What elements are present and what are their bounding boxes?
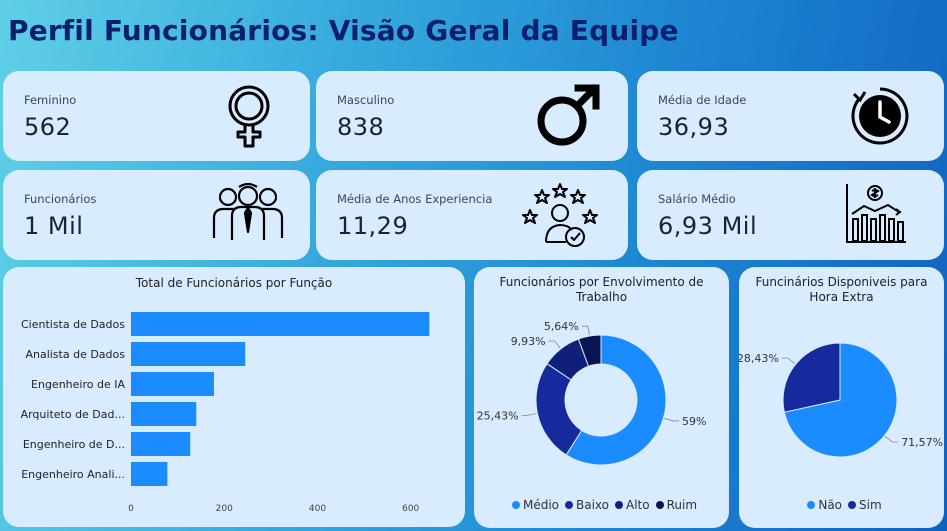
legend-dot (655, 501, 664, 509)
slice[interactable] (783, 342, 898, 458)
leader-line (781, 357, 796, 364)
clock-icon (851, 87, 909, 145)
slice-label: 71,57% (901, 436, 943, 449)
kpi-value: 1 Mil (24, 212, 84, 240)
leader-line (581, 325, 590, 336)
x-tick-label: 0 (128, 504, 134, 514)
legend-dot (615, 501, 623, 509)
legend-label[interactable]: Sim (859, 498, 882, 512)
kpi-value: 36,93 (658, 113, 730, 141)
bar-category-label: Analista de Dados (25, 348, 125, 361)
kpi-value: 838 (337, 113, 385, 141)
legend-label[interactable]: Ruim (666, 498, 698, 512)
donut-chart[interactable]: 59% 25,43% 9,93% 5,64% (474, 267, 729, 528)
bar-category-label: Engenheiro de D... (23, 438, 125, 451)
kpi-label: Média de Anos Experiencia (337, 192, 493, 206)
x-tick-label: 200 (216, 504, 233, 514)
salary-chart-icon (846, 184, 906, 243)
bar[interactable] (131, 402, 197, 426)
legend-label[interactable]: Médio (522, 498, 559, 512)
kpi-label: Masculino (337, 93, 395, 107)
slice[interactable] (565, 334, 667, 466)
legend-dot (848, 501, 857, 509)
kpi-card-funcionarios[interactable]: Funcionários 1 Mil (3, 170, 310, 260)
bar[interactable] (131, 372, 214, 396)
x-tick-label: 600 (402, 504, 419, 514)
slice[interactable] (577, 334, 602, 367)
page-title: Perfil Funcionários: Visão Geral da Equi… (8, 14, 679, 47)
kpi-card-masculino[interactable]: Masculino 838 (316, 71, 628, 161)
legend-dot (565, 501, 573, 509)
slice-label: 25,43% (477, 409, 519, 422)
panel-funcoes[interactable]: Total de Funcionários por Função Cientis… (3, 267, 465, 527)
bar-category-label: Arquiteto de Dad... (21, 408, 125, 421)
pie-chart[interactable]: 71,57% 28,43% (739, 267, 944, 528)
leader-line (521, 413, 537, 416)
legend-dot (807, 501, 816, 509)
leader-line (664, 418, 680, 422)
legend-label[interactable]: Baixo (576, 498, 609, 512)
bar-category-label: Cientista de Dados (21, 318, 125, 331)
bar[interactable] (131, 312, 430, 336)
female-icon (228, 85, 270, 148)
legend-label[interactable]: Alto (626, 498, 650, 512)
slice-label: 59% (682, 415, 706, 428)
panel-envolvimento[interactable]: Funcionários por Envolvimento de Trabalh… (474, 267, 729, 528)
slice-label: 28,43% (739, 352, 779, 365)
legend-dot (511, 501, 520, 509)
bar-category-label: Engenheiro Anali... (21, 468, 125, 481)
rated-person-icon (522, 183, 598, 247)
chart-legend: Médio Baixo Alto Ruim (474, 498, 729, 512)
kpi-label: Média de Idade (658, 93, 747, 107)
panel-hora-extra[interactable]: Funcinários Disponiveis para Hora Extra … (739, 267, 944, 528)
kpi-label: Salário Médio (658, 192, 736, 206)
kpi-label: Feminino (24, 93, 77, 107)
legend-label[interactable]: Não (818, 498, 843, 512)
leader-line (884, 436, 899, 443)
chart-legend: Não Sim (739, 498, 944, 512)
kpi-card-experiencia[interactable]: Média de Anos Experiencia 11,29 (316, 170, 628, 260)
kpi-value: 6,93 Mil (658, 212, 758, 240)
slice-label: 9,93% (511, 335, 546, 348)
slice[interactable] (782, 342, 841, 413)
kpi-card-idade[interactable]: Média de Idade 36,93 (637, 71, 944, 161)
kpi-value: 11,29 (337, 212, 409, 240)
bar-chart[interactable]: Cientista de Dados Analista de Dados Engen… (3, 267, 465, 527)
kpi-card-feminino[interactable]: Feminino 562 (3, 71, 310, 161)
leader-line (548, 340, 561, 349)
chart-title: Total de Funcionários por Função (135, 276, 333, 290)
slice-label: 5,64% (544, 320, 579, 333)
kpi-value: 562 (24, 113, 72, 141)
chart-title: Funcionários por Envolvimento de Trabalh… (499, 275, 704, 304)
chart-title: Funcinários Disponiveis para Hora Extra (755, 275, 928, 304)
bar[interactable] (131, 462, 168, 486)
kpi-card-salario[interactable]: Salário Médio 6,93 Mil (637, 170, 944, 260)
bar-category-label: Engenheiro de IA (31, 378, 125, 391)
slice[interactable] (535, 363, 583, 456)
male-icon (537, 84, 600, 146)
team-icon (212, 182, 284, 240)
bar[interactable] (131, 342, 246, 366)
x-tick-label: 400 (309, 504, 326, 514)
kpi-label: Funcionários (24, 192, 97, 206)
bar[interactable] (131, 432, 191, 456)
